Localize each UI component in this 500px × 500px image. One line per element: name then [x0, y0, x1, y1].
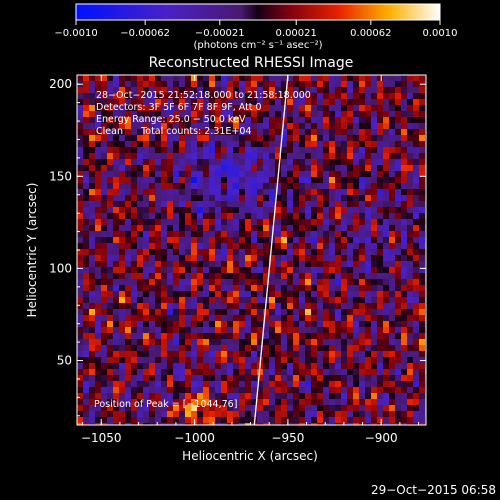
x-axis-label: Heliocentric X (arcsec) — [182, 449, 318, 463]
colorbar-tick-label: −0.0010 — [54, 28, 97, 39]
colorbar-tick-label: −0.00021 — [195, 28, 245, 39]
y-axis-label: Heliocentric Y (arcsec) — [25, 183, 39, 318]
annotation-energy-range: Energy Range: 25.0 − 50.0 keV — [96, 114, 246, 125]
x-tick-label: −1000 — [174, 431, 215, 445]
y-tick-label: 100 — [49, 261, 72, 275]
peak-position-label: Position of Peak = [−1044,76] — [94, 399, 237, 410]
colorbar-unit-label: (photons cm⁻² s⁻¹ asec⁻²) — [193, 40, 322, 51]
annotation-clean-counts: Clean Total counts: 2.31E+04 — [96, 126, 251, 137]
annotation-detectors: Detectors: 3F 5F 6F 7F 8F 9F, Att 0 — [96, 102, 262, 113]
axis-ticks: −1050 −1000 −950 −900 50 100 150 200 — [49, 75, 426, 445]
heatmap-image — [77, 75, 426, 425]
colorbar-ticks: −0.0010 −0.00062 −0.00021 0.00021 0.00062 0.0… — [54, 20, 458, 39]
chart-title: Reconstructed RHESSI Image — [149, 55, 354, 71]
colorbar-tick-label: 0.0010 — [423, 28, 458, 39]
y-tick-label: 200 — [49, 77, 72, 91]
solar-limb-line — [253, 75, 289, 425]
x-tick-label: −900 — [365, 431, 398, 445]
footer-timestamp: 29−Oct−2015 06:58 — [371, 483, 496, 497]
colorbar — [75, 3, 441, 21]
colorbar-tick-label: 0.00021 — [276, 28, 317, 39]
colorbar-tick-label: 0.00062 — [350, 28, 391, 39]
annotation-time-range: 28−Oct−2015 21:52:18.000 to 21:58:18.000 — [96, 90, 311, 101]
x-tick-label: −1050 — [81, 431, 122, 445]
annotation-block: 28−Oct−2015 21:52:18.000 to 21:58:18.000… — [96, 90, 311, 137]
y-tick-label: 50 — [57, 354, 72, 368]
colorbar-tick-label: −0.00062 — [120, 28, 170, 39]
x-tick-label: −950 — [271, 431, 304, 445]
y-tick-label: 150 — [49, 169, 72, 183]
